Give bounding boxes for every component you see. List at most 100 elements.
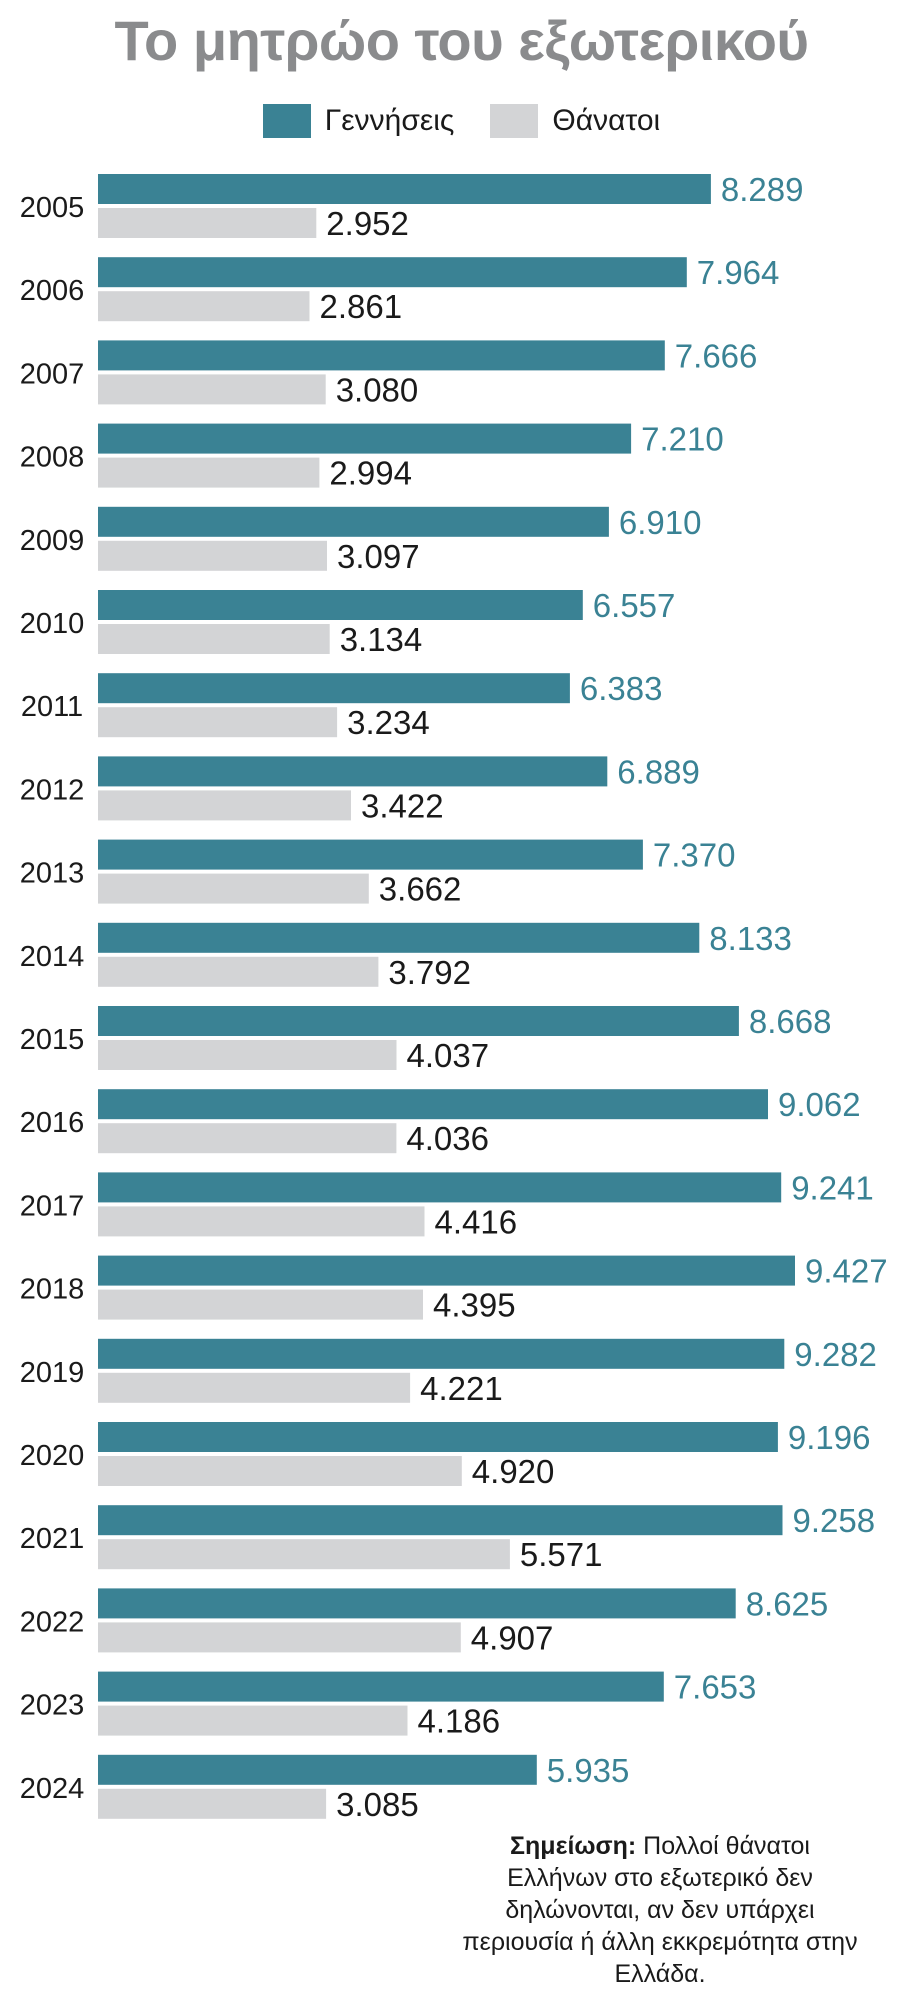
births-bar-2021 bbox=[98, 1505, 783, 1536]
deaths-bar-2007 bbox=[98, 374, 326, 405]
deaths-bar-2013 bbox=[98, 873, 369, 904]
deaths-value-label-2022: 4.907 bbox=[471, 1619, 554, 1656]
births-bar-2023 bbox=[98, 1671, 664, 1702]
deaths-bar-2005 bbox=[98, 208, 317, 238]
deaths-bar-2020 bbox=[98, 1456, 462, 1486]
year-label: 2017 bbox=[20, 1190, 85, 1222]
births-value-label-2012: 6.889 bbox=[617, 753, 700, 790]
legend-label-deaths: Θάνατοι bbox=[552, 104, 661, 137]
year-group-2010: 2010 6.557 3.134 bbox=[20, 587, 676, 658]
births-bar-2009 bbox=[98, 506, 609, 537]
births-bar-2010 bbox=[98, 590, 583, 620]
deaths-bar-2014 bbox=[98, 956, 379, 987]
births-bar-2005 bbox=[98, 174, 711, 204]
year-group-2016: 2016 9.062 4.036 bbox=[20, 1086, 861, 1157]
deaths-bar-2022 bbox=[98, 1622, 461, 1653]
year-label: 2020 bbox=[20, 1440, 85, 1472]
year-label: 2013 bbox=[20, 858, 85, 890]
births-bar-2022 bbox=[98, 1588, 736, 1619]
deaths-value-label-2020: 4.920 bbox=[472, 1453, 555, 1490]
deaths-bar-2024 bbox=[98, 1788, 327, 1819]
deaths-bar-2008 bbox=[98, 457, 320, 488]
year-group-2023: 2023 7.653 4.186 bbox=[20, 1669, 757, 1740]
year-label: 2012 bbox=[20, 774, 85, 806]
births-value-label-2006: 7.964 bbox=[697, 254, 780, 291]
deaths-value-label-2014: 3.792 bbox=[388, 954, 471, 991]
deaths-bar-2011 bbox=[98, 707, 338, 738]
births-value-label-2015: 8.668 bbox=[749, 1003, 832, 1040]
deaths-value-label-2009: 3.097 bbox=[337, 538, 420, 575]
births-bar-2006 bbox=[98, 257, 687, 288]
deaths-value-label-2016: 4.036 bbox=[406, 1120, 489, 1157]
deaths-value-label-2023: 4.186 bbox=[418, 1703, 501, 1740]
legend-item-deaths: Θάνατοι bbox=[490, 104, 660, 138]
year-group-2013: 2013 7.370 3.662 bbox=[20, 837, 736, 908]
deaths-value-label-2007: 3.080 bbox=[336, 371, 419, 408]
births-value-label-2023: 7.653 bbox=[674, 1669, 757, 1706]
legend-item-births: Γεννήσεις bbox=[262, 104, 455, 138]
footnote-text: Πολλοί θάνατοι Ελλήνων στο εξωτερικό δεν… bbox=[462, 1832, 858, 1988]
year-group-2015: 2015 8.668 4.037 bbox=[20, 1003, 832, 1074]
year-group-2019: 2019 9.282 4.221 bbox=[20, 1336, 877, 1407]
births-bar-2012 bbox=[98, 756, 608, 787]
year-label: 2011 bbox=[21, 691, 83, 723]
deaths-value-label-2018: 4.395 bbox=[433, 1287, 516, 1324]
year-label: 2018 bbox=[20, 1274, 85, 1306]
births-value-label-2019: 9.282 bbox=[794, 1336, 877, 1373]
births-bar-2014 bbox=[98, 922, 700, 953]
footnote-label: Σημείωση: bbox=[510, 1832, 637, 1860]
year-group-2018: 2018 9.427 4.395 bbox=[20, 1253, 888, 1324]
year-group-2021: 2021 9.258 5.571 bbox=[20, 1502, 875, 1573]
births-bar-2024 bbox=[98, 1754, 537, 1785]
year-group-2012: 2012 6.889 3.422 bbox=[20, 753, 700, 824]
births-value-label-2011: 6.383 bbox=[580, 670, 663, 707]
deaths-value-label-2010: 3.134 bbox=[340, 621, 423, 658]
births-bar-2020 bbox=[98, 1422, 778, 1452]
footnote: Σημείωση: Πολλοί θάνατοι Ελλήνων στο εξω… bbox=[460, 1830, 860, 1990]
births-value-label-2020: 9.196 bbox=[788, 1419, 871, 1456]
year-group-2024: 2024 5.935 3.085 bbox=[20, 1752, 630, 1823]
deaths-bar-2017 bbox=[98, 1206, 425, 1237]
year-label: 2007 bbox=[20, 358, 85, 390]
births-value-label-2018: 9.427 bbox=[805, 1253, 888, 1290]
births-value-label-2013: 7.370 bbox=[653, 837, 736, 874]
deaths-bar-2021 bbox=[98, 1539, 510, 1570]
year-label: 2023 bbox=[20, 1690, 85, 1722]
deaths-bar-2006 bbox=[98, 291, 310, 322]
deaths-bar-2019 bbox=[98, 1372, 411, 1403]
deaths-bar-2009 bbox=[98, 540, 327, 571]
births-bar-2018 bbox=[98, 1255, 795, 1286]
deaths-value-label-2011: 3.234 bbox=[347, 704, 430, 741]
legend-label-births: Γεννήσεις bbox=[324, 104, 455, 137]
year-group-2014: 2014 8.133 3.792 bbox=[20, 920, 792, 991]
deaths-bar-2018 bbox=[98, 1289, 423, 1320]
deaths-value-label-2005: 2.952 bbox=[326, 205, 409, 242]
legend: Γεννήσεις Θάνατοι bbox=[0, 104, 923, 138]
births-bar-2013 bbox=[98, 839, 643, 870]
births-bar-2019 bbox=[98, 1338, 785, 1369]
deaths-value-label-2024: 3.085 bbox=[336, 1786, 419, 1823]
deaths-value-label-2012: 3.422 bbox=[361, 787, 444, 824]
births-bar-2007 bbox=[98, 340, 665, 371]
year-label: 2022 bbox=[20, 1606, 85, 1638]
births-value-label-2005: 8.289 bbox=[721, 171, 804, 208]
births-value-label-2014: 8.133 bbox=[709, 920, 792, 957]
year-group-2006: 2006 7.964 2.861 bbox=[20, 254, 780, 325]
year-group-2020: 2020 9.196 4.920 bbox=[20, 1419, 871, 1490]
deaths-value-label-2006: 2.861 bbox=[320, 288, 403, 325]
year-label: 2024 bbox=[20, 1773, 85, 1805]
deaths-bar-2012 bbox=[98, 790, 351, 821]
deaths-value-label-2021: 5.571 bbox=[520, 1536, 603, 1573]
year-label: 2014 bbox=[20, 941, 85, 973]
births-value-label-2024: 5.935 bbox=[547, 1752, 630, 1789]
deaths-value-label-2008: 2.994 bbox=[329, 455, 412, 492]
births-bar-2008 bbox=[98, 423, 632, 454]
births-bar-2017 bbox=[98, 1172, 782, 1203]
year-group-2011: 2011 6.383 3.234 bbox=[21, 670, 663, 741]
births-bar-2011 bbox=[98, 673, 570, 704]
year-label: 2009 bbox=[20, 525, 85, 557]
year-label: 2015 bbox=[20, 1024, 85, 1056]
births-value-label-2008: 7.210 bbox=[641, 421, 724, 458]
deaths-value-label-2019: 4.221 bbox=[420, 1370, 503, 1407]
